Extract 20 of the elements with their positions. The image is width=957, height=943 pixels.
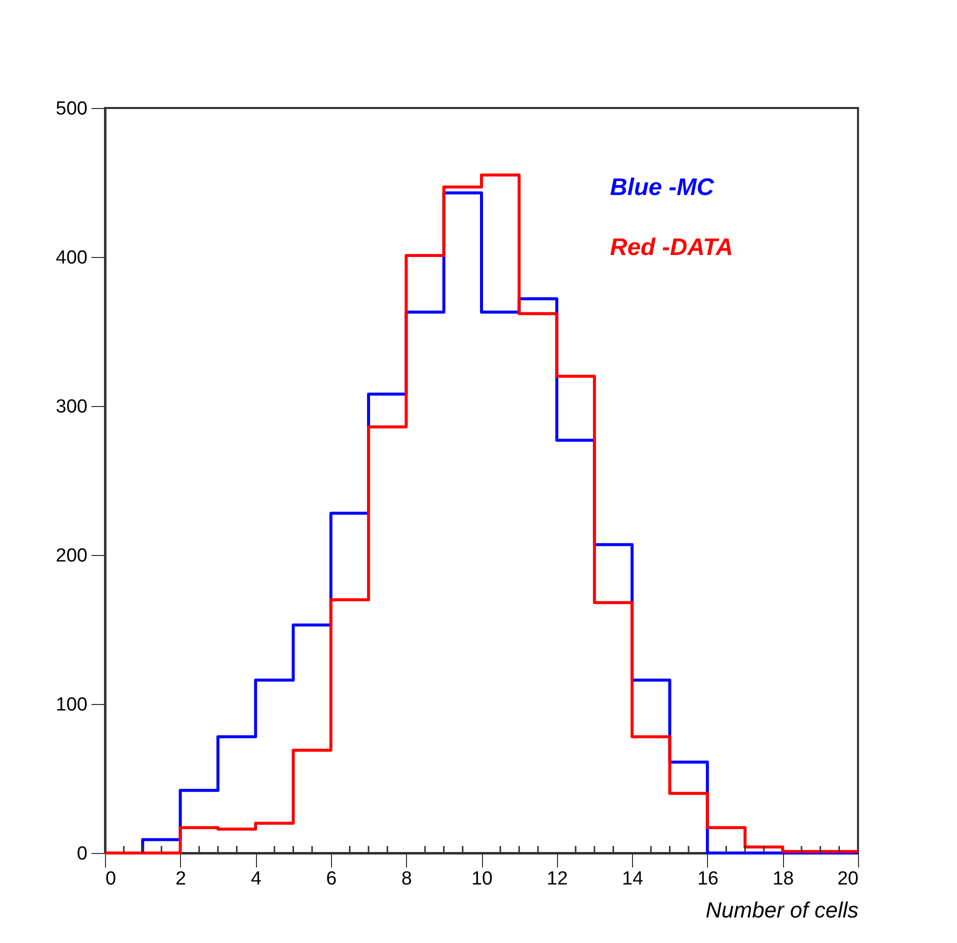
y-tick-label: 400 <box>56 248 88 268</box>
y-tick-label: 0 <box>76 844 88 864</box>
y-tick-label: 300 <box>56 396 88 418</box>
x-tick-label: 14 <box>622 868 644 890</box>
x-tick-label: 8 <box>401 868 412 890</box>
y-tick-label: 200 <box>56 546 88 566</box>
x-axis-title: Number of cells <box>706 898 858 922</box>
x-tick-label: 6 <box>326 868 337 890</box>
y-tick-label: 500 <box>56 98 88 120</box>
x-tick-label: 12 <box>546 868 568 890</box>
x-tick-label: 4 <box>250 868 262 890</box>
y-tick-label: 100 <box>56 694 88 716</box>
x-tick-label: 16 <box>697 868 718 890</box>
text: Blue -MC <box>610 174 715 201</box>
x-tick-label: 2 <box>176 868 186 890</box>
text: Red -DATA <box>610 234 734 261</box>
x-tick-label: 18 <box>772 868 794 890</box>
x-tick-label: 0 <box>106 868 116 890</box>
x-tick-label: 10 <box>471 868 493 890</box>
x-tick-label: 20 <box>837 868 858 890</box>
